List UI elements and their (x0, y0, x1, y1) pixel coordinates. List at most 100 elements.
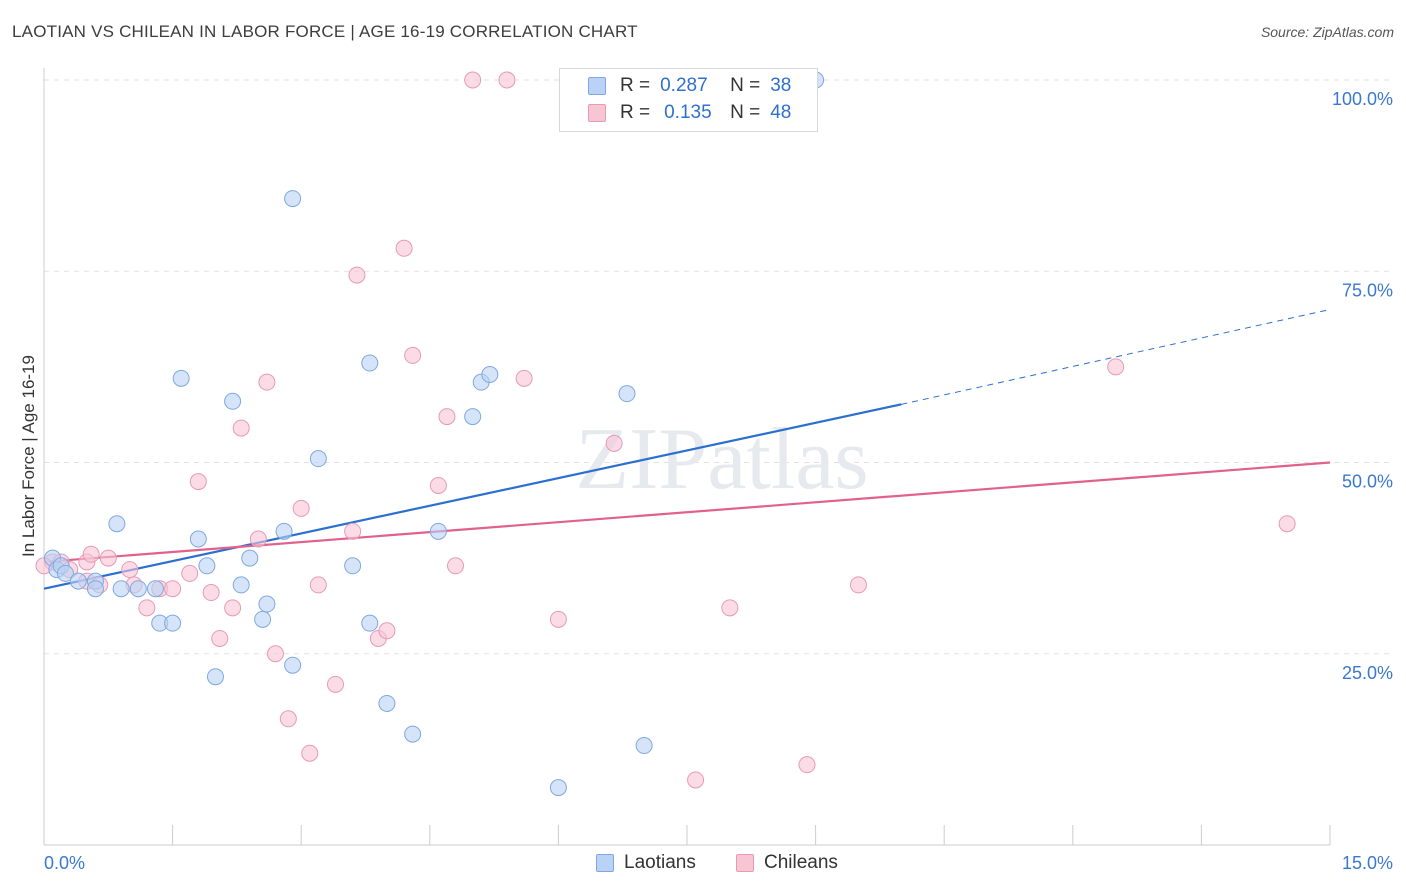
y-tick-label: 50.0% (1342, 472, 1393, 492)
chileans-point (798, 756, 816, 774)
laotians-point (254, 610, 272, 628)
laotians-legend-label: Laotians (624, 852, 696, 873)
laotians-point (258, 595, 276, 613)
chileans-point (447, 557, 465, 575)
laotians-point (284, 190, 302, 208)
chileans-point (1278, 515, 1296, 533)
chileans-point (138, 599, 156, 617)
chileans-point (211, 629, 229, 647)
laotians-point (198, 557, 216, 575)
chileans-point (429, 476, 447, 494)
legend-row-chileans: R = 0.135 N = 48 (560, 100, 791, 126)
laotians-point (224, 392, 242, 410)
y-tick-label: 75.0% (1342, 280, 1393, 300)
grid-lines (44, 79, 1392, 655)
chileans-point (232, 419, 250, 437)
chileans-point (395, 239, 413, 257)
laotians-n-value: 38 (770, 75, 792, 96)
chileans-point (266, 645, 284, 663)
laotians-point (361, 354, 379, 372)
chileans-legend-swatch (736, 854, 754, 872)
laotians-point (172, 369, 190, 387)
laotians-point (464, 408, 482, 426)
laotians-point (309, 450, 327, 468)
laotians-point (86, 580, 104, 598)
chileans-point (82, 545, 100, 563)
laotians-point (69, 572, 87, 590)
chileans-point (849, 576, 867, 594)
laotians-point (56, 564, 74, 582)
r-label: R = (620, 75, 651, 96)
laotians-legend-swatch (596, 854, 614, 872)
y-axis-label: In Labor Force | Age 16-19 (19, 355, 38, 557)
legend-item-chileans: Chileans (736, 852, 838, 874)
laotians-point (549, 779, 567, 797)
laotians-point (275, 522, 293, 540)
chileans-point (292, 499, 310, 517)
chileans-point (164, 580, 182, 598)
chileans-point (181, 564, 199, 582)
chileans-point (121, 561, 139, 579)
laotians-point (146, 580, 164, 598)
chileans-point (258, 373, 276, 391)
r-label: R = (620, 102, 651, 123)
laotians-trend-line (43, 403, 902, 590)
laotians-point (189, 530, 207, 548)
chileans-point (224, 599, 242, 617)
chileans-point (326, 675, 344, 693)
laotians-swatch (588, 77, 606, 95)
chileans-swatch (588, 104, 606, 122)
chileans-point (687, 771, 705, 789)
laotians-point (378, 694, 396, 712)
laotians-point (618, 385, 636, 403)
laotians-point (344, 557, 362, 575)
source-label: Source: ZipAtlas.com (1260, 24, 1394, 40)
laotians-point (635, 737, 653, 755)
watermark: ZIPatlas (575, 411, 868, 508)
chileans-point (348, 266, 366, 284)
chileans-point (464, 71, 482, 89)
x-tick-label: 0.0% (44, 853, 85, 873)
chileans-point (344, 522, 362, 540)
x-tick-label: 15.0% (1342, 853, 1393, 873)
laotians-trend-extension (901, 309, 1331, 405)
laotians-r-value: 0.287 (660, 75, 708, 96)
stats-legend: R = 0.287 N = 38 R = 0.135 N = 48 (559, 68, 818, 132)
chileans-point (99, 549, 117, 567)
laotians-point (108, 515, 126, 533)
y-tick-label: 25.0% (1342, 663, 1393, 683)
chileans-point (378, 622, 396, 640)
chart-title: LAOTIAN VS CHILEAN IN LABOR FORCE | AGE … (12, 22, 638, 41)
chileans-point (1107, 358, 1125, 376)
tick-labels: 100.0% 75.0% 50.0% 25.0% 0.0% 15.0% (44, 89, 1393, 873)
chileans-point (605, 434, 623, 452)
chileans-n-value: 48 (770, 102, 792, 123)
laotians-point (232, 576, 250, 594)
chileans-point (202, 584, 220, 602)
laotians-point (112, 580, 130, 598)
laotians-point (361, 614, 379, 632)
laotians-point (284, 656, 302, 674)
chileans-point (249, 530, 267, 548)
axes (43, 68, 1331, 846)
chileans-point (515, 369, 533, 387)
chileans-point (549, 610, 567, 628)
n-label: N = (730, 102, 761, 123)
laotians-point (481, 366, 499, 384)
chileans-point (309, 576, 327, 594)
chileans-point (498, 71, 516, 89)
laotians-point (429, 522, 447, 540)
data-points (35, 71, 1296, 797)
chileans-point (189, 473, 207, 491)
chileans-legend-label: Chileans (764, 852, 838, 873)
laotians-point (164, 614, 182, 632)
laotians-point (404, 725, 422, 743)
legend-item-laotians: Laotians (596, 852, 696, 874)
laotians-point (241, 549, 259, 567)
chileans-point (438, 408, 456, 426)
y-tick-label: 100.0% (1332, 89, 1393, 109)
chileans-r-value: 0.135 (664, 102, 712, 123)
laotians-point (129, 580, 147, 598)
chileans-point (404, 346, 422, 364)
